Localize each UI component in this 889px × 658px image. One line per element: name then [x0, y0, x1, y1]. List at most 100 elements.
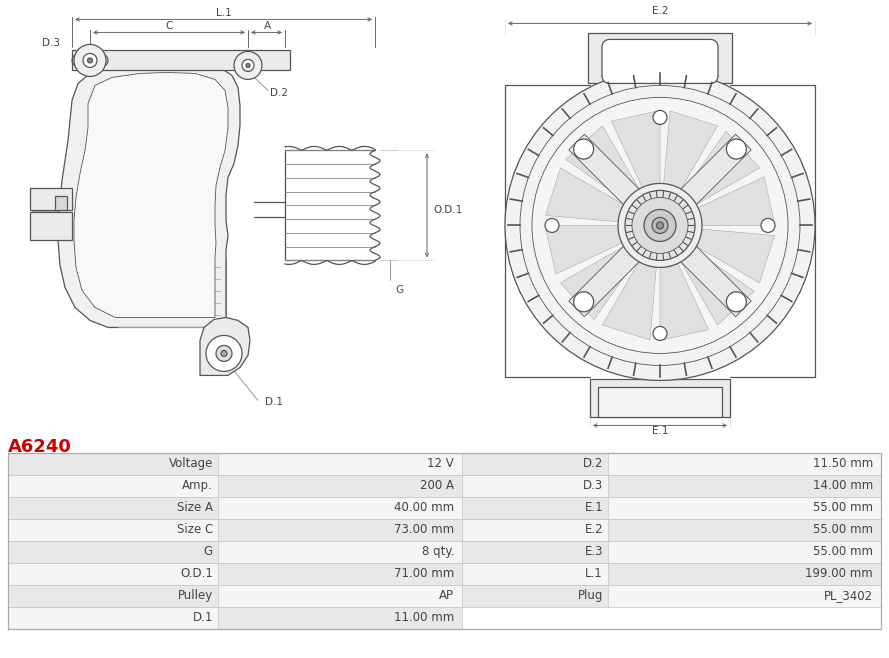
Circle shape [632, 197, 688, 253]
Text: 55.00 mm: 55.00 mm [813, 501, 873, 515]
Text: E.2: E.2 [652, 7, 669, 16]
Circle shape [221, 351, 227, 357]
Bar [8, 475, 218, 497]
Bar [218, 519, 462, 541]
Circle shape [545, 218, 559, 232]
Circle shape [242, 59, 254, 72]
Text: Plug: Plug [578, 590, 603, 603]
Circle shape [246, 63, 250, 67]
Circle shape [625, 190, 695, 261]
Bar [462, 563, 608, 585]
Polygon shape [565, 126, 640, 203]
Text: Amp.: Amp. [182, 479, 213, 492]
Bar [8, 585, 218, 607]
Polygon shape [679, 134, 751, 207]
Text: 40.00 mm: 40.00 mm [394, 501, 454, 515]
Text: Pulley: Pulley [178, 590, 213, 603]
Bar [462, 497, 608, 519]
Text: A: A [263, 22, 270, 32]
Text: E.2: E.2 [584, 523, 603, 536]
Circle shape [644, 209, 676, 241]
Bar [8, 453, 218, 475]
Polygon shape [663, 111, 717, 191]
Text: O.D.1: O.D.1 [433, 205, 462, 215]
Circle shape [652, 217, 668, 234]
Polygon shape [603, 260, 656, 340]
Bar [218, 497, 462, 519]
Polygon shape [546, 168, 625, 222]
Polygon shape [569, 134, 641, 207]
Text: Size C: Size C [177, 523, 213, 536]
Circle shape [206, 336, 242, 371]
Text: L.1: L.1 [585, 567, 603, 580]
Text: 11.50 mm: 11.50 mm [813, 457, 873, 470]
Circle shape [83, 53, 97, 67]
Text: 55.00 mm: 55.00 mm [813, 523, 873, 536]
Text: E.1: E.1 [652, 426, 669, 436]
Polygon shape [72, 51, 290, 70]
Circle shape [573, 139, 594, 159]
Polygon shape [569, 245, 641, 316]
Polygon shape [612, 111, 660, 190]
Polygon shape [679, 245, 751, 316]
Text: 73.00 mm: 73.00 mm [394, 523, 454, 536]
Bar [608, 475, 881, 497]
Text: 8 qty.: 8 qty. [421, 545, 454, 559]
Circle shape [216, 345, 232, 361]
Bar [590, 380, 730, 417]
Bar [30, 188, 72, 211]
Text: 12 V: 12 V [428, 457, 454, 470]
Circle shape [726, 291, 747, 312]
Circle shape [74, 45, 106, 76]
Text: D.2: D.2 [270, 88, 288, 99]
Bar [30, 213, 72, 240]
Bar [218, 541, 462, 563]
Text: A6240: A6240 [8, 438, 72, 456]
Bar [588, 34, 732, 84]
Text: 199.00 mm: 199.00 mm [805, 567, 873, 580]
Text: 200 A: 200 A [420, 479, 454, 492]
Polygon shape [696, 177, 775, 226]
Text: Voltage: Voltage [169, 457, 213, 470]
Bar [462, 519, 608, 541]
Bar [8, 497, 218, 519]
Bar [8, 541, 218, 563]
Polygon shape [694, 229, 774, 283]
Bar [218, 585, 462, 607]
Text: D.3: D.3 [42, 38, 60, 49]
Bar [55, 197, 67, 211]
Bar [218, 453, 462, 475]
Text: D.1: D.1 [265, 397, 283, 407]
Bar [8, 519, 218, 541]
Text: Size A: Size A [177, 501, 213, 515]
Text: 11.00 mm: 11.00 mm [394, 611, 454, 624]
Circle shape [87, 58, 92, 63]
Text: AP: AP [439, 590, 454, 603]
Text: PL_3402: PL_3402 [824, 590, 873, 603]
Text: D.2: D.2 [582, 457, 603, 470]
Text: C: C [165, 22, 172, 32]
Text: G: G [204, 545, 213, 559]
Circle shape [532, 97, 788, 353]
Polygon shape [560, 245, 637, 320]
Bar [608, 541, 881, 563]
Bar [608, 563, 881, 585]
Circle shape [505, 70, 815, 380]
Polygon shape [683, 131, 759, 205]
Polygon shape [58, 64, 240, 328]
Bar [218, 563, 462, 585]
Circle shape [653, 326, 667, 340]
Polygon shape [108, 222, 226, 328]
Polygon shape [680, 248, 754, 325]
Circle shape [618, 184, 702, 267]
Text: E.3: E.3 [584, 545, 603, 559]
Text: E.1: E.1 [584, 501, 603, 515]
Polygon shape [660, 262, 709, 340]
Bar [218, 607, 462, 629]
Circle shape [656, 222, 663, 229]
Bar [608, 519, 881, 541]
Text: D.3: D.3 [583, 479, 603, 492]
Bar [8, 607, 218, 629]
Bar [598, 388, 722, 417]
Bar [8, 563, 218, 585]
